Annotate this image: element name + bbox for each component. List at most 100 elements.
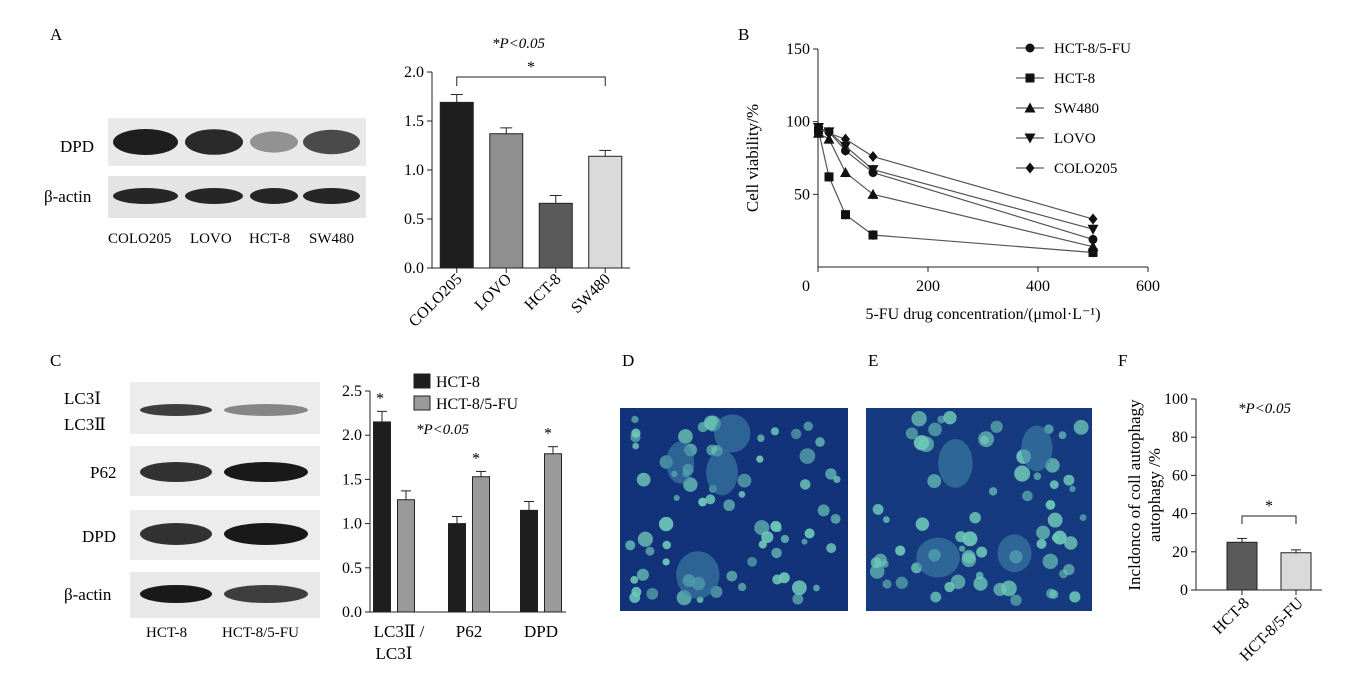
chart-b-point <box>868 230 878 240</box>
micrograph-cell <box>975 571 984 580</box>
micrograph-d <box>620 408 848 611</box>
chart-b-legend-label: SW480 <box>1054 101 1099 117</box>
chart-b-point <box>841 133 850 145</box>
chart-b-legend-label: HCT-8 <box>1054 71 1095 87</box>
micrograph-cell <box>1049 480 1059 490</box>
chart-f-x-label: HCT-8 <box>1210 595 1253 638</box>
chart-a-bar: *P<0.05 0.0 0.5 1.0 1.5 2.0 COLO205 LOVO HCT-8 S… <box>404 36 630 331</box>
micrograph-cell <box>770 427 780 436</box>
micrograph-cell <box>958 545 966 552</box>
micrograph-cell <box>813 584 820 592</box>
micrograph-cell <box>1045 500 1056 510</box>
micrograph-cell <box>1042 553 1059 570</box>
chart-b-point <box>841 210 850 220</box>
blot-a-lane-lovo: LOVO <box>190 231 232 247</box>
chart-f-sig-note: *P<0.05 <box>1238 401 1292 417</box>
chart-b-point <box>824 127 834 139</box>
micrograph-cell <box>1079 514 1087 522</box>
micrograph-cell <box>801 538 808 545</box>
micrograph-cell <box>988 487 998 496</box>
chart-c-sig-note: *P<0.05 <box>416 422 470 438</box>
micrograph-cell <box>918 436 935 453</box>
chart-c-star: * <box>544 426 552 443</box>
micrograph-cell <box>771 547 782 559</box>
chart-a-sig-star: * <box>527 59 535 76</box>
micrograph-cell <box>780 534 790 544</box>
micrograph-cell <box>799 448 816 464</box>
micrograph-large-cell <box>1021 425 1053 472</box>
blot-c-row-p62: P62 <box>90 463 116 482</box>
chart-a-y-tick-label: 0.5 <box>404 211 424 228</box>
micrograph-cell <box>943 411 957 425</box>
blot-c-row-lc3ii: LC3Ⅱ <box>64 415 106 434</box>
chart-b-point <box>867 188 879 199</box>
micrograph-cell <box>905 427 918 440</box>
chart-f-bar-hct8-5fu <box>1280 552 1312 591</box>
chart-c-star: * <box>376 390 384 407</box>
chart-f-y-tick-label: 100 <box>1164 391 1188 408</box>
blot-c-band <box>140 404 212 416</box>
chart-b-legend-marker <box>1024 102 1036 113</box>
micrograph-cell <box>872 503 884 515</box>
blot-a-dpd-band <box>250 131 298 153</box>
chart-a-bar-colo205 <box>439 101 474 269</box>
micrograph-cell <box>1036 538 1047 549</box>
chart-b-x-tick-label: 200 <box>916 278 940 295</box>
micrograph-cell <box>629 592 641 604</box>
chart-b-legend-label: LOVO <box>1054 131 1096 147</box>
micrograph-cell <box>826 543 837 554</box>
chart-c-y-tick-label: 0.0 <box>342 604 362 621</box>
chart-b-point <box>1088 247 1098 257</box>
chart-b-line: 50 100 150 0 200 400 600 5-FU drug concentratio… <box>743 41 1160 323</box>
chart-c-bar <box>472 476 490 613</box>
chart-b-point <box>840 167 851 178</box>
chart-a-x-label: COLO205 <box>406 271 466 331</box>
chart-a-sig-note: *P<0.05 <box>492 36 546 52</box>
micrograph-cell <box>673 494 680 502</box>
micrograph-cell <box>950 574 966 590</box>
micrograph-cell <box>1010 594 1022 606</box>
panel-letter-c: C <box>50 351 61 370</box>
chart-b-point <box>868 151 878 163</box>
micrograph-cell <box>1022 490 1033 502</box>
micrograph-cell <box>636 472 651 487</box>
chart-a-x-label: SW480 <box>568 271 614 317</box>
chart-b-series-line <box>818 132 1094 248</box>
micrograph-cell <box>804 528 815 539</box>
micrograph-cell <box>1069 485 1076 493</box>
micrograph-cell <box>961 549 976 564</box>
panel-letter-a: A <box>50 25 63 44</box>
blot-a-lane-sw480: SW480 <box>309 231 354 247</box>
micrograph-cell <box>1058 431 1067 440</box>
micrograph-cell <box>930 591 942 603</box>
micrograph-cell <box>790 428 802 440</box>
micrograph-cell <box>928 422 942 437</box>
micrograph-large-cell <box>706 449 738 496</box>
chart-c-bar <box>373 421 391 613</box>
chart-b-legend-marker <box>1024 133 1036 144</box>
micrograph-cell <box>698 497 708 507</box>
micrograph-cell <box>990 420 1003 433</box>
micrograph-cell <box>1051 533 1060 542</box>
blot-c-lane-hct8-5fu: HCT-8/5-FU <box>222 625 299 641</box>
micrograph-cell <box>723 499 735 512</box>
micrograph-cell <box>625 540 636 551</box>
chart-f-y-tick-label: 80 <box>1172 429 1188 446</box>
micrograph-cell <box>632 442 640 450</box>
chart-c-y-tick-label: 2.5 <box>342 383 362 400</box>
blot-a-actin-band <box>303 188 360 204</box>
chart-a-y-tick-label: 1.5 <box>404 113 424 130</box>
micrograph-cell <box>1036 525 1050 540</box>
micrograph-cell <box>1001 580 1017 597</box>
blot-a-dpd-band <box>113 129 178 155</box>
micrograph-cell <box>791 580 807 596</box>
micrograph-cell <box>969 511 981 524</box>
micrograph-cell <box>873 553 887 567</box>
chart-b-y-tick-label: 150 <box>786 41 810 58</box>
blot-c-row-actin: β-actin <box>64 585 112 604</box>
panel-letter-e: E <box>868 351 878 370</box>
chart-f-y-tick-label: 0 <box>1180 582 1188 599</box>
micrograph-cell <box>636 568 649 581</box>
blot-a-dpd-band <box>185 129 243 155</box>
chart-b-y-tick-label: 50 <box>794 186 810 203</box>
